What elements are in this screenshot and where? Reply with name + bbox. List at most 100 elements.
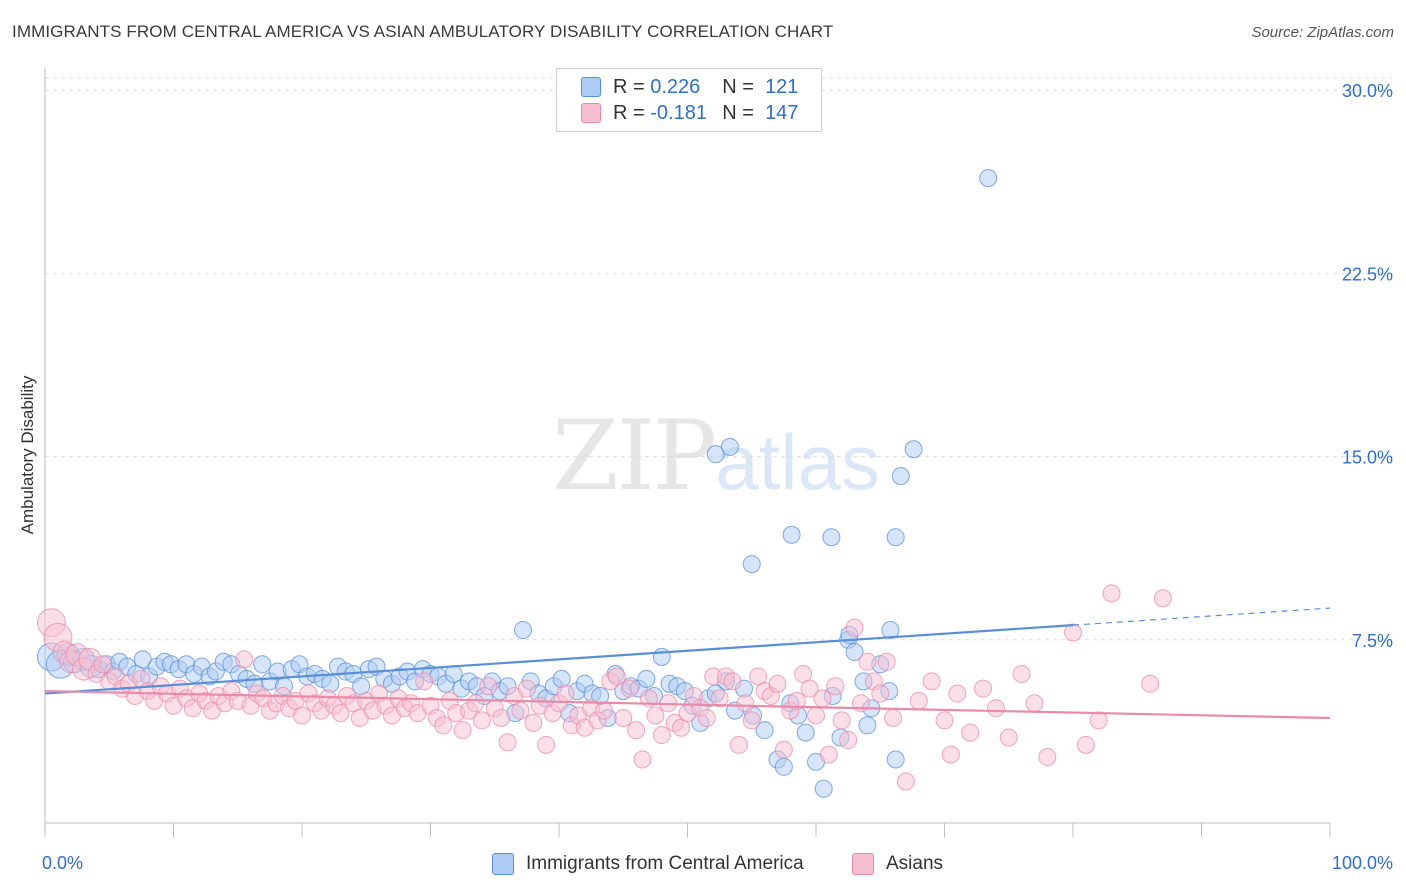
asians-trendline	[44, 689, 1331, 720]
asians-point	[1089, 711, 1108, 730]
legend-r-value: -0.181	[650, 101, 707, 124]
legend-row-asians: R = -0.181 N = 147	[581, 101, 798, 125]
asians-point	[492, 708, 511, 727]
asians-point	[845, 618, 864, 637]
series-label-central-america: Immigrants from Central America	[526, 853, 804, 874]
asians-point	[1064, 623, 1082, 642]
asians-point	[736, 694, 755, 713]
asians-point	[620, 679, 639, 698]
asians-point	[832, 711, 851, 730]
central-america-point	[706, 445, 725, 464]
central-america-point	[891, 467, 910, 486]
asians-point	[517, 679, 536, 698]
legend-n-label: N =	[722, 101, 754, 124]
asians-point	[646, 706, 665, 725]
central-america-point	[886, 528, 905, 547]
legend-r-label: R =	[613, 75, 645, 98]
asians-point	[961, 723, 980, 742]
asians-point	[556, 684, 575, 703]
central-america-point	[774, 757, 793, 776]
asians-point	[235, 650, 254, 669]
x-tick-label: 100.0%	[1332, 853, 1393, 873]
central-america-point	[742, 555, 761, 574]
asians-point	[986, 699, 1005, 718]
asians-point	[999, 728, 1018, 747]
asians-point	[652, 726, 671, 745]
zipatlas-watermark: ZIPatlas	[552, 400, 880, 512]
asians-point	[93, 655, 112, 674]
asians-point	[768, 674, 787, 693]
central-america-point	[904, 440, 923, 459]
series-legend-asians[interactable]: Asians	[852, 852, 943, 876]
central-america-point	[253, 655, 272, 674]
series-swatch-central-america	[492, 853, 514, 875]
asians-point	[479, 677, 498, 696]
asians-point	[787, 691, 806, 710]
asians-point	[948, 684, 967, 703]
chart-title: IMMIGRANTS FROM CENTRAL AMERICA VS ASIAN…	[12, 22, 834, 41]
y-tick-label: 22.5%	[1342, 264, 1393, 284]
asians-point	[1076, 735, 1095, 754]
central-america-point	[720, 437, 739, 456]
central-america-point	[755, 721, 774, 740]
legend-n-value: 147	[765, 101, 799, 124]
asians-point	[813, 689, 832, 708]
central-america-point	[886, 750, 905, 769]
central-america-point	[133, 650, 152, 669]
watermark-atlas: atlas	[715, 418, 880, 506]
asians-point	[800, 679, 819, 698]
central-america-point	[782, 525, 801, 544]
asians-point	[293, 706, 311, 725]
asians-point	[871, 684, 890, 703]
asians-point	[472, 711, 491, 730]
central-america-point	[858, 716, 877, 735]
asians-point	[1025, 694, 1044, 713]
central-america-point	[881, 621, 900, 640]
asians-point	[807, 706, 825, 725]
series-label-asians: Asians	[886, 853, 944, 874]
asians-point	[826, 677, 845, 696]
asians-point	[839, 730, 858, 749]
y-tick-label: 30.0%	[1342, 81, 1393, 101]
asians-point	[1012, 665, 1031, 683]
asians-point	[922, 672, 941, 691]
legend-n-label: N =	[722, 75, 754, 98]
asians-point	[594, 701, 613, 720]
correlation-legend: R = 0.226 N = 121 R = -0.181 N = 147	[556, 68, 822, 132]
central-america-point	[514, 621, 533, 640]
asians-point	[415, 672, 434, 691]
series-swatch-asians	[852, 853, 874, 875]
asians-point	[710, 689, 729, 708]
central-america-trendline	[44, 624, 1074, 695]
asians-point	[896, 772, 915, 791]
asians-point	[819, 745, 838, 764]
central-america-point	[796, 723, 815, 742]
asians-point	[627, 721, 646, 740]
asians-point	[974, 679, 993, 698]
source-credit: Source: ZipAtlas.com	[1251, 24, 1394, 41]
asians-point	[614, 708, 633, 727]
legend-row-central-america: R = 0.226 N = 121	[581, 75, 798, 99]
asians-point	[858, 652, 877, 671]
legend-r-value: 0.226	[650, 75, 701, 98]
asians-point	[1153, 589, 1172, 608]
central-america-point	[845, 643, 864, 662]
legend-n-value: 121	[765, 75, 799, 98]
asians-point	[742, 711, 761, 730]
asians-point	[607, 667, 626, 686]
asians-point	[909, 691, 928, 710]
y-axis-label: Ambulatory Disability	[18, 375, 37, 535]
asians-point	[1141, 674, 1160, 693]
central-america-point	[652, 647, 671, 666]
asians-point	[511, 701, 530, 720]
x-tick-label: 0.0%	[42, 853, 83, 873]
central-america-point	[979, 169, 998, 188]
asians-point	[941, 745, 960, 764]
asians-point	[453, 721, 472, 740]
series-legend-central-america[interactable]: Immigrants from Central America	[492, 852, 804, 876]
central-america-point	[637, 669, 656, 688]
asians-point	[935, 711, 954, 730]
asians-point	[633, 750, 652, 769]
asians-point	[1038, 748, 1057, 767]
legend-swatch-central-america	[581, 77, 601, 97]
